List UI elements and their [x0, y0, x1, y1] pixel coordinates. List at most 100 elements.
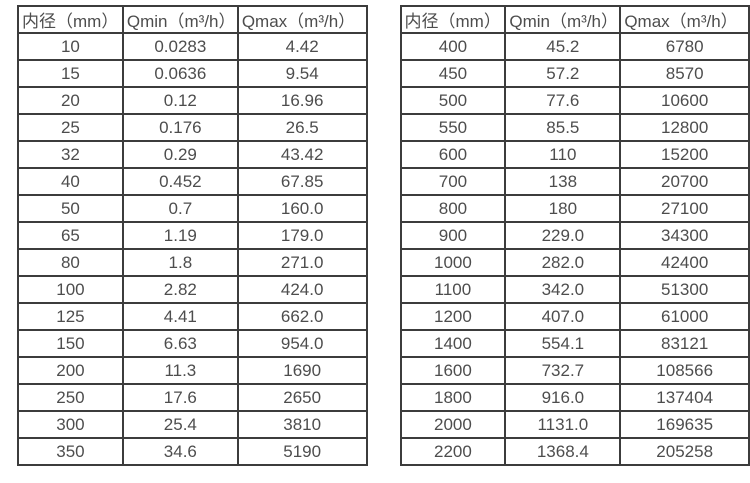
- column-header: Qmax（m³/h）: [236, 5, 368, 34]
- table-cell: 17.6: [121, 383, 239, 412]
- table-cell: 400: [399, 32, 507, 61]
- table-row: 100 2.82 424.0: [17, 275, 368, 304]
- table-cell: 6.63: [121, 329, 239, 358]
- table-cell: 700: [399, 167, 507, 196]
- table-cell: 25.4: [121, 410, 239, 439]
- table-cell: 27100: [619, 194, 750, 223]
- table-cell: 16.96: [236, 86, 368, 115]
- table-row: 200 11.3 1690: [17, 356, 368, 385]
- table-cell: 26.5: [236, 113, 368, 142]
- table-row: 500 77.6 10600: [399, 86, 750, 115]
- table-cell: 0.452: [121, 167, 239, 196]
- table-cell: 108566: [619, 356, 750, 385]
- table-cell: 271.0: [236, 248, 368, 277]
- table-row: 900 229.0 34300: [399, 221, 750, 250]
- table-cell: 200: [17, 356, 124, 385]
- table-cell: 205258: [619, 437, 750, 466]
- table-cell: 550: [399, 113, 507, 142]
- table-cell: 43.42: [236, 140, 368, 169]
- table-cell: 342.0: [504, 275, 622, 304]
- table-cell: 77.6: [504, 86, 622, 115]
- table-cell: 0.29: [121, 140, 239, 169]
- table-cell: 125: [17, 302, 124, 331]
- table-cell: 2000: [399, 410, 507, 439]
- table-cell: 20700: [619, 167, 750, 196]
- table-cell: 5190: [236, 437, 368, 466]
- table-header-row: 内径（mm） Qmin（m³/h） Qmax（m³/h）: [399, 5, 750, 34]
- table-cell: 180: [504, 194, 622, 223]
- column-header: Qmax（m³/h）: [619, 5, 750, 34]
- table-cell: 1131.0: [504, 410, 622, 439]
- table-cell: 6780: [619, 32, 750, 61]
- table-cell: 57.2: [504, 59, 622, 88]
- table-cell: 4.41: [121, 302, 239, 331]
- table-row: 450 57.2 8570: [399, 59, 750, 88]
- table-cell: 25: [17, 113, 124, 142]
- table-row: 400 45.2 6780: [399, 32, 750, 61]
- column-header: Qmin（m³/h）: [504, 5, 622, 34]
- table-row: 65 1.19 179.0: [17, 221, 368, 250]
- table-cell: 179.0: [236, 221, 368, 250]
- table-cell: 34300: [619, 221, 750, 250]
- table-row: 80 1.8 271.0: [17, 248, 368, 277]
- table-cell: 42400: [619, 248, 750, 277]
- table-cell: 3810: [236, 410, 368, 439]
- table-cell: 450: [399, 59, 507, 88]
- flow-range-table-small-diameters: 内径（mm） Qmin（m³/h） Qmax（m³/h） 10 0.0283 4.42 1…: [17, 5, 368, 466]
- table-row: 600 110 15200: [399, 140, 750, 169]
- table-cell: 61000: [619, 302, 750, 331]
- table-cell: 110: [504, 140, 622, 169]
- table-cell: 250: [17, 383, 124, 412]
- table-cell: 169635: [619, 410, 750, 439]
- table-cell: 954.0: [236, 329, 368, 358]
- table-cell: 137404: [619, 383, 750, 412]
- table-cell: 0.12: [121, 86, 239, 115]
- table-row: 25 0.176 26.5: [17, 113, 368, 142]
- table-row: 300 25.4 3810: [17, 410, 368, 439]
- table-cell: 20: [17, 86, 124, 115]
- table-cell: 65: [17, 221, 124, 250]
- table-cell: 11.3: [121, 356, 239, 385]
- table-cell: 1.19: [121, 221, 239, 250]
- table-cell: 1800: [399, 383, 507, 412]
- table-cell: 45.2: [504, 32, 622, 61]
- table-cell: 600: [399, 140, 507, 169]
- table-cell: 160.0: [236, 194, 368, 223]
- table-row: 40 0.452 67.85: [17, 167, 368, 196]
- table-cell: 1000: [399, 248, 507, 277]
- flow-range-table-large-diameters: 内径（mm） Qmin（m³/h） Qmax（m³/h） 400 45.2 6780 45…: [399, 5, 750, 466]
- table-cell: 1.8: [121, 248, 239, 277]
- table-header-row: 内径（mm） Qmin（m³/h） Qmax（m³/h）: [17, 5, 368, 34]
- table-cell: 229.0: [504, 221, 622, 250]
- table-cell: 0.0283: [121, 32, 239, 61]
- table-cell: 2200: [399, 437, 507, 466]
- table-cell: 85.5: [504, 113, 622, 142]
- table-row: 50 0.7 160.0: [17, 194, 368, 223]
- table-cell: 100: [17, 275, 124, 304]
- table-cell: 34.6: [121, 437, 239, 466]
- table-cell: 50: [17, 194, 124, 223]
- table-row: 15 0.0636 9.54: [17, 59, 368, 88]
- table-row: 800 180 27100: [399, 194, 750, 223]
- table-cell: 407.0: [504, 302, 622, 331]
- table-cell: 500: [399, 86, 507, 115]
- table-row: 1000 282.0 42400: [399, 248, 750, 277]
- table-cell: 8570: [619, 59, 750, 88]
- table-cell: 40: [17, 167, 124, 196]
- table-cell: 1400: [399, 329, 507, 358]
- table-cell: 10: [17, 32, 124, 61]
- table-row: 250 17.6 2650: [17, 383, 368, 412]
- table-row: 150 6.63 954.0: [17, 329, 368, 358]
- table-cell: 916.0: [504, 383, 622, 412]
- table-row: 32 0.29 43.42: [17, 140, 368, 169]
- table-cell: 554.1: [504, 329, 622, 358]
- table-cell: 424.0: [236, 275, 368, 304]
- table-row: 550 85.5 12800: [399, 113, 750, 142]
- column-header: 内径（mm）: [399, 5, 507, 34]
- table-row: 1800 916.0 137404: [399, 383, 750, 412]
- table-row: 1200 407.0 61000: [399, 302, 750, 331]
- table-cell: 83121: [619, 329, 750, 358]
- table-row: 2000 1131.0 169635: [399, 410, 750, 439]
- table-cell: 300: [17, 410, 124, 439]
- column-header: Qmin（m³/h）: [121, 5, 239, 34]
